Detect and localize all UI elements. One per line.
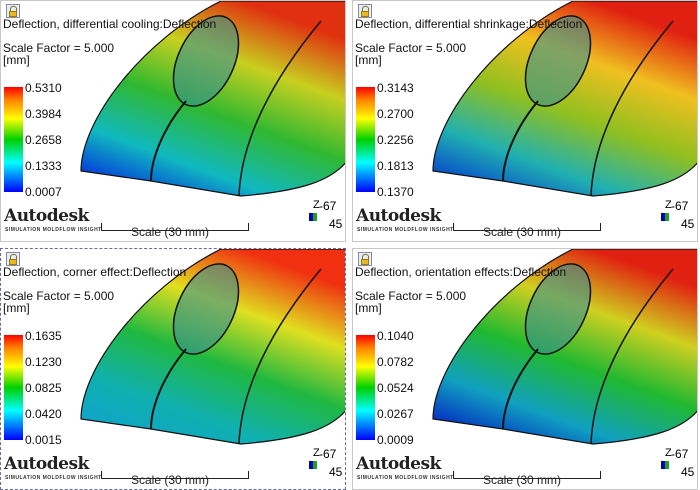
result-title: Deflection, corner effect:Deflection xyxy=(3,265,187,279)
axis-z-label: Z xyxy=(313,199,320,211)
rotation-angle-1: -67 xyxy=(671,447,689,461)
scale-label: Scale (30 mm) xyxy=(131,225,210,239)
legend-tick-label: 0.2700 xyxy=(377,107,414,121)
result-title: Deflection, differential cooling:Deflect… xyxy=(3,17,217,31)
rotation-angle-2: 45 xyxy=(329,217,343,231)
scale-bar xyxy=(453,223,601,231)
axis-z-label: Z xyxy=(665,447,672,459)
legend-tick-label: 0.0825 xyxy=(25,381,62,395)
scale-label: Scale (30 mm) xyxy=(483,473,562,487)
part-model[interactable] xyxy=(1,1,346,242)
unit-label: [mm] xyxy=(355,301,382,315)
legend-tick-label: 0.3984 xyxy=(25,107,62,121)
view-cube-icon xyxy=(661,461,669,469)
lock-icon[interactable] xyxy=(6,252,20,266)
color-legend-bar xyxy=(356,335,375,440)
logo-subtitle: SIMULATION MOLDFLOW INSIGHT xyxy=(357,227,454,233)
rotation-angle-1: -67 xyxy=(671,199,689,213)
rotation-angle-2: 45 xyxy=(329,465,343,479)
legend-tick-label: 0.5310 xyxy=(25,81,62,95)
color-legend-bar xyxy=(4,87,23,192)
unit-label: [mm] xyxy=(355,53,382,67)
legend-tick-label: 0.1635 xyxy=(25,329,62,343)
part-model[interactable] xyxy=(353,249,698,490)
unit-label: [mm] xyxy=(3,301,30,315)
legend-tick-label: 0.1813 xyxy=(377,159,414,173)
rotation-angle-1: -67 xyxy=(319,447,337,461)
axis-triad-icon: Z -67 45 xyxy=(653,199,695,233)
lock-icon[interactable] xyxy=(358,4,372,18)
legend-tick-label: 0.2658 xyxy=(25,133,62,147)
view-cube-icon xyxy=(309,213,317,221)
result-title: Deflection, orientation effects:Deflecti… xyxy=(355,265,567,279)
axis-z-label: Z xyxy=(665,199,672,211)
result-panel[interactable]: Deflection, corner effect:Deflection Sca… xyxy=(0,248,346,490)
legend-tick-label: 0.1230 xyxy=(25,355,62,369)
scale-label: Scale (30 mm) xyxy=(483,225,562,239)
legend-tick-label: 0.1333 xyxy=(25,159,62,173)
legend-tick-label: 0.1370 xyxy=(377,185,414,199)
result-panel[interactable]: Deflection, orientation effects:Deflecti… xyxy=(352,248,698,490)
result-title: Deflection, differential shrinkage:Defle… xyxy=(355,17,583,31)
logo-subtitle: SIMULATION MOLDFLOW INSIGHT xyxy=(5,475,102,481)
lock-icon[interactable] xyxy=(358,252,372,266)
rotation-angle-2: 45 xyxy=(681,465,695,479)
axis-z-label: Z xyxy=(313,447,320,459)
legend-tick-label: 0.3143 xyxy=(377,81,414,95)
legend-tick-label: 0.0267 xyxy=(377,407,414,421)
legend-tick-label: 0.0007 xyxy=(25,185,62,199)
scale-bar xyxy=(101,471,249,479)
rotation-angle-1: -67 xyxy=(319,199,337,213)
scale-bar xyxy=(453,471,601,479)
scale-factor: Scale Factor = 5.000 xyxy=(355,289,467,303)
rotation-angle-2: 45 xyxy=(681,217,695,231)
scale-factor: Scale Factor = 5.000 xyxy=(355,41,467,55)
legend-tick-label: 0.0782 xyxy=(377,355,414,369)
axis-triad-icon: Z -67 45 xyxy=(653,447,695,481)
part-model[interactable] xyxy=(353,1,698,242)
scale-factor: Scale Factor = 5.000 xyxy=(3,41,115,55)
axis-triad-icon: Z -67 45 xyxy=(301,199,343,233)
autodesk-logo: Autodesk xyxy=(4,206,89,226)
part-model[interactable] xyxy=(1,249,346,490)
color-legend-bar xyxy=(356,87,375,192)
scale-factor: Scale Factor = 5.000 xyxy=(3,289,115,303)
legend-tick-label: 0.0009 xyxy=(377,433,414,447)
result-panel[interactable]: Deflection, differential shrinkage:Defle… xyxy=(352,0,698,242)
logo-subtitle: SIMULATION MOLDFLOW INSIGHT xyxy=(357,475,454,481)
legend-tick-label: 0.2256 xyxy=(377,133,414,147)
scale-label: Scale (30 mm) xyxy=(131,473,210,487)
view-cube-icon xyxy=(309,461,317,469)
legend-tick-label: 0.0420 xyxy=(25,407,62,421)
result-panel[interactable]: Deflection, differential cooling:Deflect… xyxy=(0,0,346,242)
legend-tick-label: 0.0524 xyxy=(377,381,414,395)
axis-triad-icon: Z -67 45 xyxy=(301,447,343,481)
autodesk-logo: Autodesk xyxy=(356,206,441,226)
color-legend-bar xyxy=(4,335,23,440)
view-cube-icon xyxy=(661,213,669,221)
autodesk-logo: Autodesk xyxy=(4,454,89,474)
autodesk-logo: Autodesk xyxy=(356,454,441,474)
lock-icon[interactable] xyxy=(6,4,20,18)
legend-tick-label: 0.1040 xyxy=(377,329,414,343)
logo-subtitle: SIMULATION MOLDFLOW INSIGHT xyxy=(5,227,102,233)
scale-bar xyxy=(101,223,249,231)
legend-tick-label: 0.0015 xyxy=(25,433,62,447)
unit-label: [mm] xyxy=(3,53,30,67)
